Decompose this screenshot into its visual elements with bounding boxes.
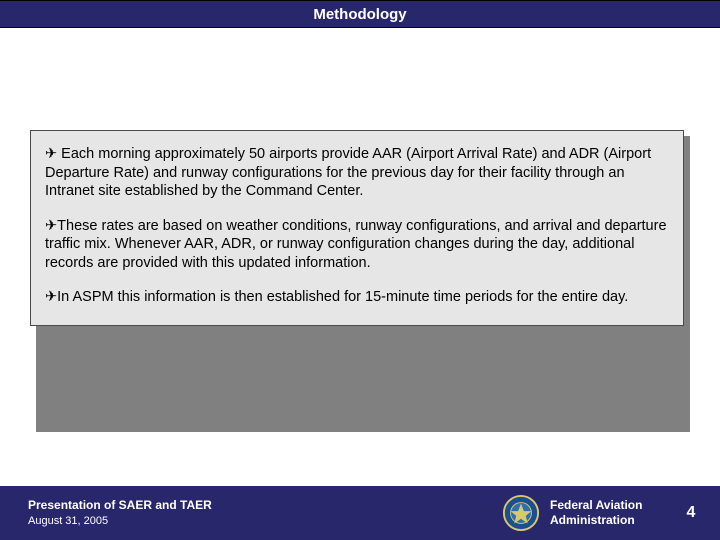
presentation-date: August 31, 2005 [28,514,502,528]
bullet-text: These rates are based on weather conditi… [45,218,667,271]
presentation-title: Presentation of SAER and TAER [28,498,502,514]
bullet-item: ✈These rates are based on weather condit… [45,217,669,273]
slide-title: Methodology [313,6,406,23]
footer-left: Presentation of SAER and TAER August 31,… [0,498,502,528]
bullet-item: ✈In ASPM this information is then establ… [45,288,669,307]
bullet-text: In ASPM this information is then establi… [57,289,628,305]
bullet-item: ✈ Each morning approximately 50 airports… [45,145,669,201]
airplane-icon: ✈ [45,289,57,305]
airplane-icon: ✈ [45,218,57,234]
footer-organization: Federal Aviation Administration [550,498,680,528]
bullet-text: Each morning approximately 50 airports p… [45,146,651,199]
org-line: Federal Aviation [550,498,680,513]
airplane-icon: ✈ [45,146,57,162]
methodology-panel: ✈ Each morning approximately 50 airports… [30,130,684,326]
page-number: 4 [680,504,720,522]
org-line: Administration [550,513,680,528]
slide-title-bar: Methodology [0,0,720,28]
slide-footer: Presentation of SAER and TAER August 31,… [0,486,720,540]
content-area: ✈ Each morning approximately 50 airports… [30,130,692,326]
faa-seal-icon [502,494,540,532]
